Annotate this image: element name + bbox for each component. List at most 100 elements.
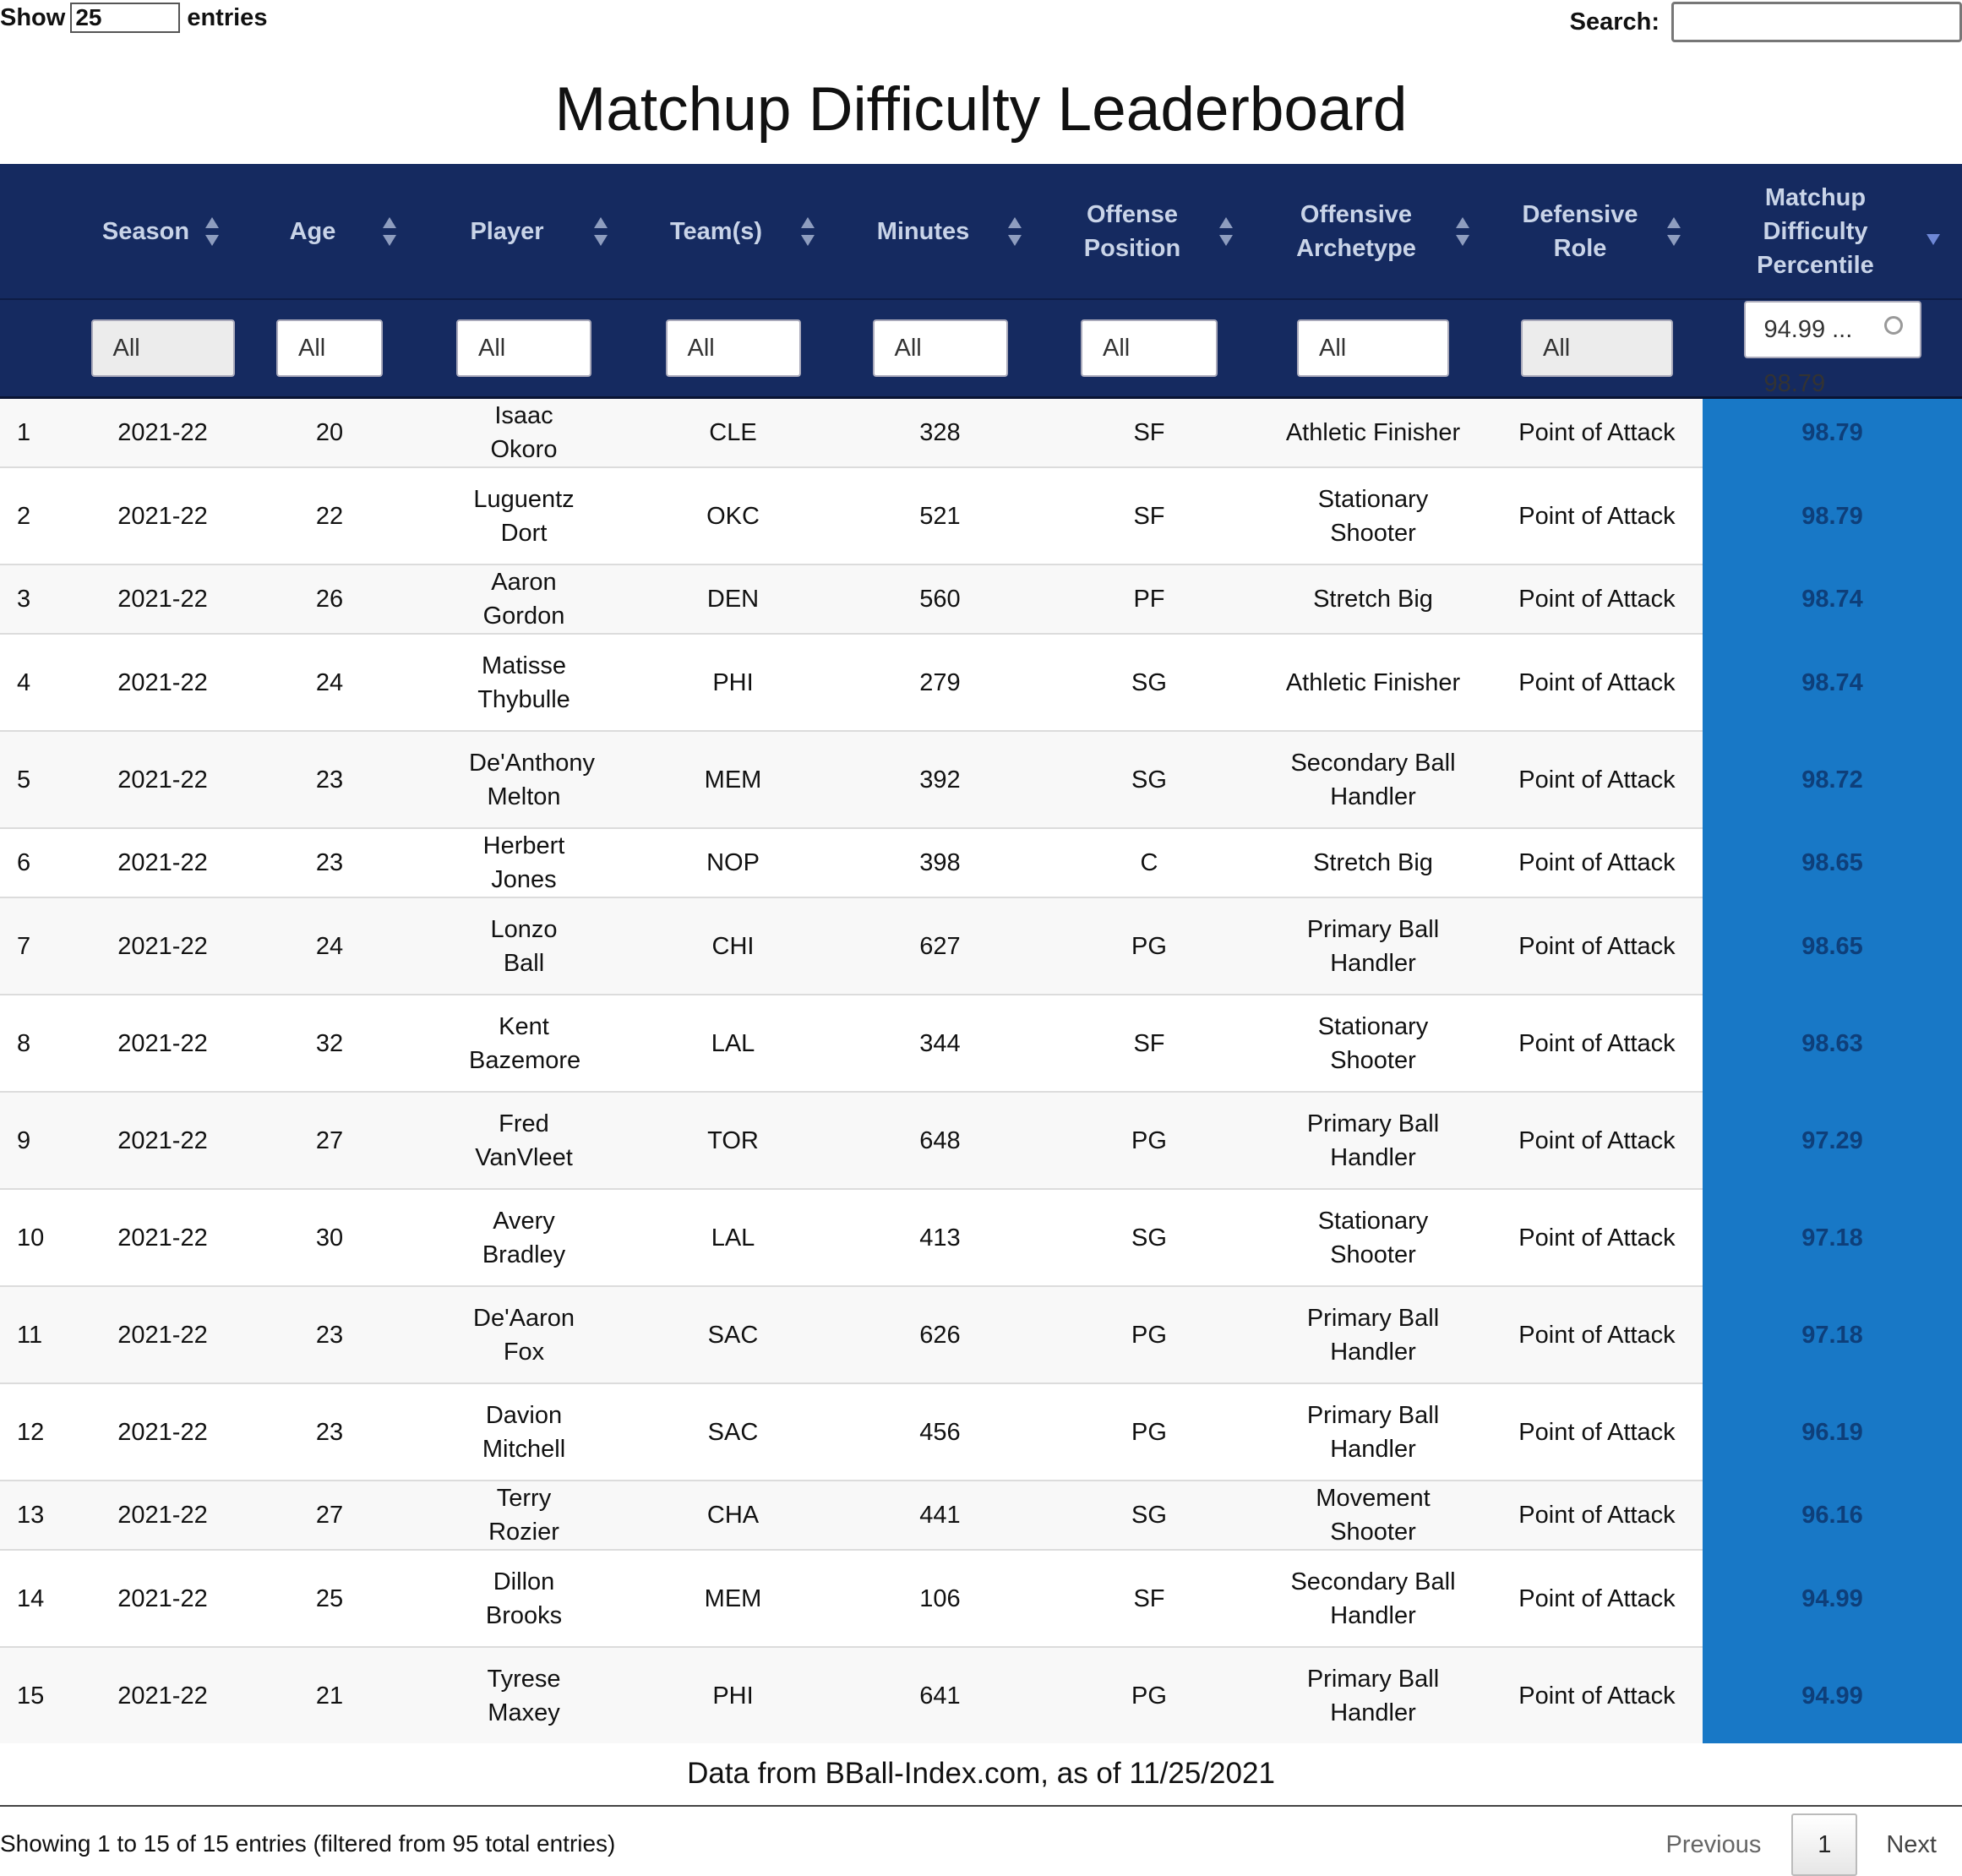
cell-offense-position: SF <box>1044 466 1255 564</box>
sort-desc-icon <box>1927 217 1940 246</box>
table-row[interactable]: 1 2021-22 20 Isaac Okoro CLE 328 SF Athletic Fi… <box>0 396 1962 467</box>
filter-defensive-role[interactable]: All <box>1521 319 1673 377</box>
column-header-minutes[interactable]: Minutes <box>837 164 1044 299</box>
data-source-caption: Data from BBall-Index.com, as of 11/25/2… <box>687 1757 1275 1790</box>
table-row[interactable]: 11 2021-22 23 De'Aaron Fox SAC 626 PG Primary B… <box>0 1285 1962 1383</box>
cell-team: TOR <box>629 1091 837 1189</box>
search-input[interactable] <box>1671 2 1962 42</box>
column-header-offensive-archetype[interactable]: Offensive Archetype <box>1255 164 1491 299</box>
column-header-age[interactable]: Age <box>241 164 418 299</box>
cell-season: 2021-22 <box>84 1549 241 1647</box>
cell-matchup-difficulty-percentile: 97.18 <box>1703 1285 1962 1383</box>
cell-player: Isaac Okoro <box>418 396 629 467</box>
table-row[interactable]: 3 2021-22 26 Aaron Gordon DEN 560 PF Stretch Bi… <box>0 564 1962 634</box>
cell-defensive-role: Point of Attack <box>1491 1382 1703 1481</box>
cell-player: Avery Bradley <box>418 1188 629 1286</box>
cell-offense-position: SG <box>1044 730 1255 828</box>
table-row[interactable]: 7 2021-22 24 Lonzo Ball CHI 627 PG Primary Ball… <box>0 897 1962 995</box>
cell-minutes: 521 <box>837 466 1044 564</box>
filter-cell: All <box>1044 298 1255 399</box>
cell-rank: 5 <box>0 730 84 828</box>
table-row[interactable]: 12 2021-22 23 Davion Mitchell SAC 456 PG Primar… <box>0 1382 1962 1481</box>
table-row[interactable]: 8 2021-22 32 Kent Bazemore LAL 344 SF Stationar… <box>0 994 1962 1092</box>
table-row[interactable]: 4 2021-22 24 Matisse Thybulle PHI 279 SG Athlet… <box>0 633 1962 731</box>
filter-value: All <box>1319 335 1347 362</box>
column-header-team[interactable]: Team(s) <box>629 164 837 299</box>
table-row[interactable]: 6 2021-22 23 Herbert Jones NOP 398 C Stretch Bi… <box>0 827 1962 897</box>
cell-matchup-difficulty-percentile: 98.79 <box>1703 396 1962 467</box>
cell-team: SAC <box>629 1285 837 1383</box>
column-header-label: Season <box>101 217 190 245</box>
clear-filter-icon[interactable] <box>1883 316 1903 335</box>
filter-minutes[interactable]: All <box>872 319 1008 377</box>
next-button[interactable]: Next <box>1886 1830 1937 1858</box>
cell-matchup-difficulty-percentile: 97.29 <box>1703 1091 1962 1189</box>
cell-offense-position: SF <box>1044 994 1255 1092</box>
entries-select[interactable]: 25 <box>70 3 181 33</box>
cell-season: 2021-22 <box>84 466 241 564</box>
cell-age: 32 <box>241 994 418 1092</box>
cell-rank: 15 <box>0 1646 84 1743</box>
cell-matchup-difficulty-percentile: 98.65 <box>1703 827 1962 897</box>
cell-defensive-role: Point of Attack <box>1491 1549 1703 1647</box>
previous-button[interactable]: Previous <box>1665 1830 1762 1858</box>
table-row[interactable]: 2 2021-22 22 Luguentz Dort OKC 521 SF Stationar… <box>0 466 1962 564</box>
table-row[interactable]: 10 2021-22 30 Avery Bradley LAL 413 SG Stationa… <box>0 1188 1962 1286</box>
cell-player: Kent Bazemore <box>418 994 629 1092</box>
column-header-label: Minutes <box>876 217 970 245</box>
sort-icon <box>1008 216 1022 246</box>
table-row[interactable]: 13 2021-22 27 Terry Rozier CHA 441 SG Movement … <box>0 1480 1962 1550</box>
header-row: Season Age Player Team(s) Minutes Offense Pos… <box>0 164 1962 299</box>
sort-icon <box>1456 216 1469 246</box>
filter-matchup-difficulty-percentile[interactable]: 94.99 ... 98.79 <box>1743 301 1921 397</box>
filter-team[interactable]: All <box>665 319 801 377</box>
cell-matchup-difficulty-percentile: 94.99 <box>1703 1549 1962 1647</box>
table-row[interactable]: 15 2021-22 21 Tyrese Maxey PHI 641 PG Primary B… <box>0 1646 1962 1743</box>
cell-player: Terry Rozier <box>418 1480 629 1550</box>
cell-minutes: 413 <box>837 1188 1044 1286</box>
cell-defensive-role: Point of Attack <box>1491 827 1703 897</box>
cell-defensive-role: Point of Attack <box>1491 994 1703 1092</box>
filter-season[interactable]: All <box>90 319 235 377</box>
page-1-button[interactable]: 1 <box>1791 1813 1858 1876</box>
column-header-label: Matchup Difficulty Percentile <box>1757 183 1874 279</box>
cell-age: 23 <box>241 1285 418 1383</box>
cell-rank: 3 <box>0 564 84 634</box>
filter-player[interactable]: All <box>456 319 591 377</box>
cell-season: 2021-22 <box>84 633 241 731</box>
cell-team: MEM <box>629 730 837 828</box>
cell-player: Herbert Jones <box>418 827 629 897</box>
cell-rank: 1 <box>0 396 84 467</box>
filter-cell: All <box>629 298 837 399</box>
cell-offense-position: SF <box>1044 396 1255 467</box>
filter-age[interactable]: All <box>276 319 383 377</box>
search-label: Search: <box>1569 8 1660 35</box>
cell-rank: 8 <box>0 994 84 1092</box>
cell-minutes: 398 <box>837 827 1044 897</box>
cell-offense-position: PG <box>1044 1382 1255 1481</box>
column-header-matchup-difficulty-percentile[interactable]: Matchup Difficulty Percentile <box>1703 164 1962 299</box>
cell-season: 2021-22 <box>84 897 241 995</box>
filter-offense-position[interactable]: All <box>1081 319 1218 377</box>
cell-season: 2021-22 <box>84 1188 241 1286</box>
cell-team: OKC <box>629 466 837 564</box>
cell-team: SAC <box>629 1382 837 1481</box>
table-row[interactable]: 14 2021-22 25 Dillon Brooks MEM 106 SF Secondar… <box>0 1549 1962 1647</box>
cell-player: Matisse Thybulle <box>418 633 629 731</box>
filter-offensive-archetype[interactable]: All <box>1297 319 1449 377</box>
table-row[interactable]: 5 2021-22 23 De'Anthony Melton MEM 392 SG Secon… <box>0 730 1962 828</box>
table-row[interactable]: 9 2021-22 27 Fred VanVleet TOR 648 PG Primary B… <box>0 1091 1962 1189</box>
filter-value: 94.99 ... 98.79 <box>1763 316 1853 397</box>
cell-age: 23 <box>241 1382 418 1481</box>
pagination: Previous 1 Next <box>1666 1813 1962 1876</box>
column-header-player[interactable]: Player <box>418 164 629 299</box>
table-info: Showing 1 to 15 of 15 entries (filtered … <box>0 1830 616 1857</box>
cell-defensive-role: Point of Attack <box>1491 1285 1703 1383</box>
filter-cell: All <box>1255 298 1491 399</box>
column-header-offense-position[interactable]: Offense Position <box>1044 164 1255 299</box>
cell-offensive-archetype: Stretch Big <box>1255 827 1491 897</box>
cell-player: Dillon Brooks <box>418 1549 629 1647</box>
column-header-label: Offensive Archetype <box>1296 200 1416 262</box>
column-header-season[interactable]: Season <box>84 164 241 299</box>
column-header-defensive-role[interactable]: Defensive Role <box>1491 164 1703 299</box>
